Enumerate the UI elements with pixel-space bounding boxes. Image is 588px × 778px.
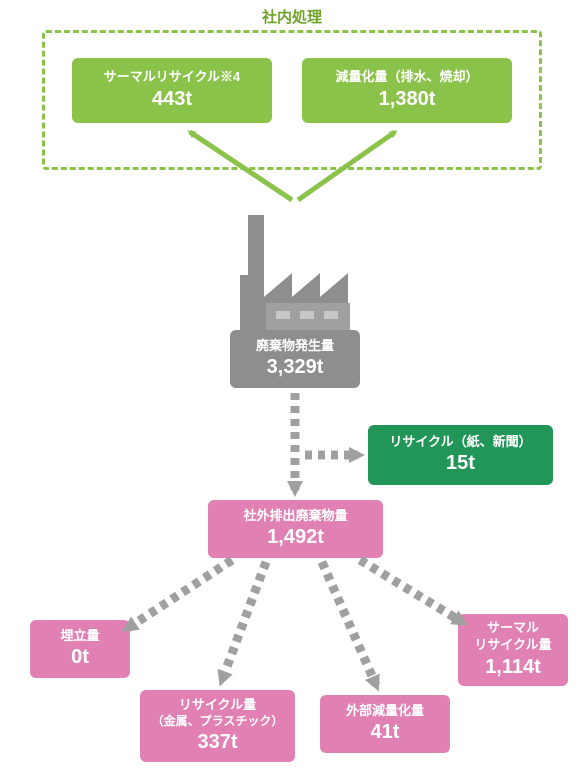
node-thermal-external-value: 1,114t [485, 654, 541, 680]
node-reduction-internal: 減量化量（排水、焼却） 1,380t [302, 58, 512, 123]
node-external-waste-label: 社外排出廃棄物量 [243, 508, 347, 525]
internal-title-text: 社内処理 [262, 9, 322, 26]
node-recycle-paper-value: 15t [446, 450, 475, 476]
node-external-waste: 社外排出廃棄物量 1,492t [208, 500, 383, 558]
node-factory-label: 廃棄物発生量 [256, 338, 334, 355]
node-thermal-internal: サーマルリサイクル※4 443t [72, 58, 272, 123]
factory-icon [230, 215, 360, 335]
node-external-reduction-value: 41t [371, 719, 400, 745]
node-recycle-metal-label2: （金属、プラスチック） [152, 714, 284, 730]
node-external-reduction: 外部減量化量 41t [320, 695, 450, 753]
node-recycle-metal-value: 337t [197, 729, 237, 755]
node-thermal-external-label1: サーマル [487, 620, 539, 637]
node-recycle-paper: リサイクル（紙、新聞） 15t [368, 425, 553, 485]
node-reduction-internal-label: 減量化量（排水、焼却） [335, 69, 478, 86]
node-recycle-metal-label1: リサイクル量 [179, 697, 256, 714]
node-factory: 廃棄物発生量 3,329t [230, 330, 360, 388]
node-thermal-external: サーマル リサイクル量 1,114t [458, 614, 568, 686]
node-thermal-internal-value: 443t [152, 86, 192, 112]
node-external-reduction-label: 外部減量化量 [346, 703, 424, 720]
node-recycle-paper-label: リサイクル（紙、新聞） [389, 434, 531, 451]
node-landfill-label: 埋立量 [60, 628, 99, 645]
node-landfill-value: 0t [71, 644, 89, 670]
node-recycle-metal: リサイクル量 （金属、プラスチック） 337t [140, 690, 295, 762]
node-landfill: 埋立量 0t [30, 620, 130, 678]
node-factory-value: 3,329t [267, 354, 324, 380]
node-external-waste-value: 1,492t [267, 524, 324, 550]
node-thermal-external-label2: リサイクル量 [474, 637, 551, 654]
node-reduction-internal-value: 1,380t [379, 86, 436, 112]
internal-processing-title: 社内処理 [42, 6, 542, 27]
node-thermal-internal-label: サーマルリサイクル※4 [104, 69, 241, 86]
